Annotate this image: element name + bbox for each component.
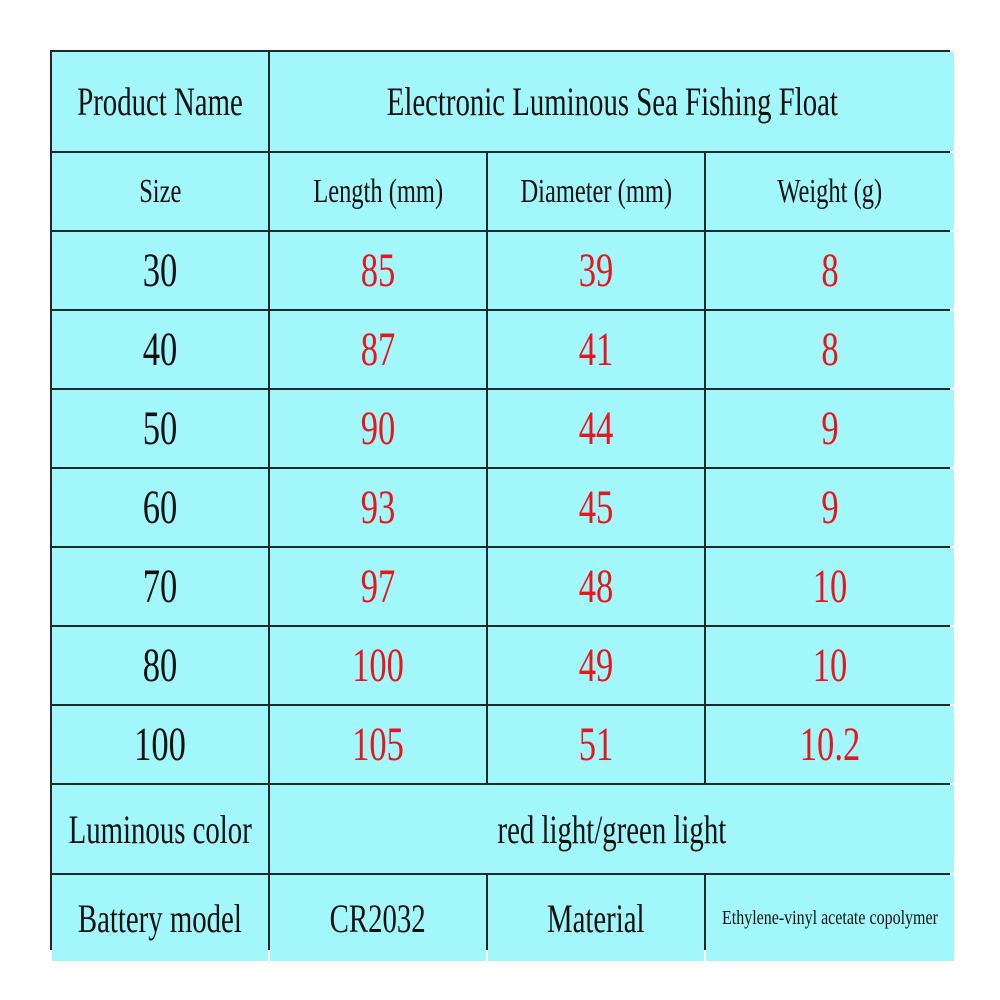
material-label-cell: Material: [488, 875, 704, 961]
luminous-color-label: Luminous color: [68, 806, 252, 852]
product-name: Electronic Luminous Sea Fishing Float: [386, 79, 838, 124]
length-cell: 100: [270, 627, 486, 704]
length-value: 87: [360, 323, 396, 376]
header-cell: Diameter (mm): [488, 153, 704, 230]
battery-cell: CR2032: [270, 875, 486, 961]
weight-value: 9: [821, 402, 839, 455]
header-cell: Weight (g): [706, 153, 954, 230]
material-value: Ethylene-vinyl acetate copolymer: [722, 906, 938, 929]
luminous-color-cell: red light/green light: [270, 785, 954, 873]
diameter-value: 45: [578, 481, 614, 534]
size-cell: 60: [52, 469, 268, 546]
length-cell: 90: [270, 390, 486, 467]
weight-value: 8: [821, 323, 839, 376]
luminous-color-label-cell: Luminous color: [52, 785, 268, 873]
header-size: Size: [138, 172, 182, 210]
battery-label-cell: Battery model: [52, 875, 268, 961]
weight-cell: 10: [706, 548, 954, 625]
weight-value: 8: [821, 244, 839, 297]
weight-value: 9: [821, 481, 839, 534]
weight-cell: 9: [706, 390, 954, 467]
size-value: 60: [142, 481, 178, 534]
length-value: 90: [360, 402, 396, 455]
diameter-cell: 41: [488, 311, 704, 388]
weight-cell: 8: [706, 311, 954, 388]
size-cell: 100: [52, 706, 268, 783]
diameter-cell: 51: [488, 706, 704, 783]
diameter-value: 41: [578, 323, 614, 376]
length-value: 105: [352, 718, 404, 771]
diameter-cell: 39: [488, 232, 704, 309]
size-value: 70: [142, 560, 178, 613]
size-value: 100: [134, 718, 186, 771]
luminous-color-value: red light/green light: [497, 806, 727, 852]
product-name-label: Product Name: [77, 79, 243, 124]
weight-value: 10: [812, 560, 848, 613]
length-cell: 97: [270, 548, 486, 625]
length-value: 85: [360, 244, 396, 297]
size-cell: 50: [52, 390, 268, 467]
diameter-value: 49: [578, 639, 614, 692]
size-cell: 30: [52, 232, 268, 309]
length-cell: 105: [270, 706, 486, 783]
weight-value: 10.2: [799, 718, 861, 771]
diameter-cell: 49: [488, 627, 704, 704]
size-cell: 80: [52, 627, 268, 704]
header-cell: Size: [52, 153, 268, 230]
size-cell: 40: [52, 311, 268, 388]
weight-cell: 8: [706, 232, 954, 309]
material-label: Material: [547, 895, 645, 941]
length-value: 100: [352, 639, 404, 692]
product-name-label-cell: Product Name: [52, 52, 268, 151]
battery-value: CR2032: [329, 895, 427, 941]
header-weight: Weight (g): [777, 172, 883, 210]
size-value: 30: [142, 244, 178, 297]
diameter-value: 51: [578, 718, 614, 771]
diameter-cell: 48: [488, 548, 704, 625]
weight-cell: 10: [706, 627, 954, 704]
diameter-cell: 44: [488, 390, 704, 467]
length-cell: 85: [270, 232, 486, 309]
size-value: 40: [142, 323, 178, 376]
weight-cell: 10.2: [706, 706, 954, 783]
diameter-value: 48: [578, 560, 614, 613]
battery-label: Battery model: [78, 895, 242, 941]
size-cell: 70: [52, 548, 268, 625]
spec-table: Product Name Electronic Luminous Sea Fis…: [50, 50, 954, 961]
diameter-cell: 45: [488, 469, 704, 546]
header-cell: Length (mm): [270, 153, 486, 230]
header-length: Length (mm): [313, 172, 443, 210]
length-cell: 93: [270, 469, 486, 546]
product-name-cell: Electronic Luminous Sea Fishing Float: [270, 52, 954, 151]
length-cell: 87: [270, 311, 486, 388]
header-diameter: Diameter (mm): [520, 172, 672, 210]
weight-value: 10: [812, 639, 848, 692]
weight-cell: 9: [706, 469, 954, 546]
length-value: 97: [360, 560, 396, 613]
diameter-value: 39: [578, 244, 614, 297]
size-value: 50: [142, 402, 178, 455]
length-value: 93: [360, 481, 396, 534]
diameter-value: 44: [578, 402, 614, 455]
size-value: 80: [142, 639, 178, 692]
material-cell: Ethylene-vinyl acetate copolymer: [706, 875, 954, 961]
